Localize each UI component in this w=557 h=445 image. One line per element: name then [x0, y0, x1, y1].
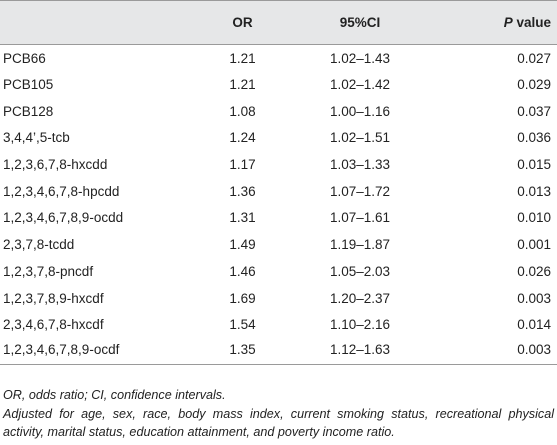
- cell-compound: 2,3,4,6,7,8-hxcdf: [3, 317, 104, 333]
- cell-p-value: 0.027: [517, 50, 551, 66]
- cell-or: 1.36: [229, 183, 256, 199]
- cell-or: 1.21: [229, 50, 256, 66]
- cell-compound: 1,2,3,4,6,7,8,9-ocdd: [3, 210, 124, 226]
- cell-or: 1.24: [229, 130, 256, 146]
- table-row: PCB105 1.21 1.02–1.42 0.029: [0, 71, 557, 98]
- cell-compound: PCB105: [3, 77, 54, 93]
- cell-ci: 1.03–1.33: [329, 157, 391, 173]
- table-row: 1,2,3,7,8,9-hxcdf 1.69 1.20–2.37 0.003: [0, 285, 557, 312]
- table-row: 1,2,3,7,8-pncdf 1.46 1.05–2.03 0.026: [0, 258, 557, 285]
- odds-ratio-table: OR 95%CI P value PCB66 1.21 1.02–1.43 0.…: [0, 0, 557, 366]
- header-or: OR: [200, 0, 285, 45]
- cell-or: 1.49: [229, 237, 256, 253]
- header-p-value: P value: [435, 0, 557, 45]
- cell-or: 1.35: [200, 338, 285, 366]
- table-footnotes: OR, odds ratio; CI, confidence intervals…: [3, 386, 554, 442]
- cell-or: 1.31: [229, 210, 256, 226]
- cell-ci: 1.02–1.43: [329, 50, 391, 66]
- cell-p-value: 0.010: [517, 210, 551, 226]
- table-row: 1,2,3,4,6,7,8-hpcdd 1.36 1.07–1.72 0.013: [0, 178, 557, 205]
- table-row: 1,2,3,4,6,7,8,9-ocdf 1.35 1.12–1.63 0.00…: [0, 338, 557, 366]
- header-p-letter: P: [503, 15, 513, 30]
- table-row: PCB128 1.08 1.00–1.16 0.037: [0, 98, 557, 125]
- footnote-abbreviations: OR, odds ratio; CI, confidence intervals…: [3, 388, 226, 402]
- cell-compound: 2,3,7,8-tcdd: [3, 237, 75, 253]
- cell-compound: 1,2,3,6,7,8-hxcdd: [3, 157, 108, 173]
- cell-compound: 1,2,3,4,6,7,8,9-ocdf: [0, 338, 200, 366]
- cell-p-value: 0.037: [517, 103, 551, 119]
- cell-ci: 1.02–1.51: [329, 130, 391, 146]
- cell-p-value: 0.013: [517, 183, 551, 199]
- cell-ci: 1.02–1.42: [329, 77, 391, 93]
- footnote-adjustment: Adjusted for age, sex, race, body mass i…: [3, 406, 554, 440]
- table-row: 1,2,3,4,6,7,8,9-ocdd 1.31 1.07–1.61 0.01…: [0, 205, 557, 232]
- table-row: 2,3,4,6,7,8-hxcdf 1.54 1.10–2.16 0.014: [0, 311, 557, 338]
- cell-compound: PCB66: [3, 50, 46, 66]
- cell-ci: 1.12–1.63: [285, 338, 435, 366]
- cell-compound: 1,2,3,7,8,9-hxcdf: [3, 290, 104, 306]
- table-row: 3,4,4’,5-tcb 1.24 1.02–1.51 0.036: [0, 125, 557, 152]
- cell-or: 1.69: [229, 290, 256, 306]
- cell-p-value: 0.003: [435, 338, 557, 366]
- cell-ci: 1.00–1.16: [329, 103, 391, 119]
- header-name: [0, 0, 200, 45]
- cell-p-value: 0.015: [517, 157, 551, 173]
- cell-p-value: 0.003: [517, 290, 551, 306]
- cell-or: 1.54: [229, 317, 256, 333]
- cell-ci: 1.20–2.37: [329, 290, 391, 306]
- cell-or: 1.08: [229, 103, 256, 119]
- cell-p-value: 0.001: [517, 237, 551, 253]
- cell-compound: 1,2,3,4,6,7,8-hpcdd: [3, 183, 120, 199]
- cell-compound: 3,4,4’,5-tcb: [3, 130, 70, 146]
- cell-ci: 1.07–1.61: [329, 210, 391, 226]
- table-row: PCB66 1.21 1.02–1.43 0.027: [0, 45, 557, 72]
- table-row: 1,2,3,6,7,8-hxcdd 1.17 1.03–1.33 0.015: [0, 151, 557, 178]
- cell-compound: PCB128: [3, 103, 54, 119]
- cell-ci: 1.10–2.16: [329, 317, 391, 333]
- cell-or: 1.46: [229, 263, 256, 279]
- cell-p-value: 0.026: [517, 263, 551, 279]
- cell-or: 1.17: [229, 157, 256, 173]
- cell-ci: 1.05–2.03: [329, 263, 391, 279]
- cell-ci: 1.19–1.87: [329, 237, 391, 253]
- header-p-rest: value: [512, 15, 551, 30]
- cell-p-value: 0.014: [517, 317, 551, 333]
- cell-p-value: 0.036: [517, 130, 551, 146]
- header-ci: 95%CI: [285, 0, 435, 45]
- cell-p-value: 0.029: [517, 77, 551, 93]
- cell-compound: 1,2,3,7,8-pncdf: [3, 263, 94, 279]
- table-row: 2,3,7,8-tcdd 1.49 1.19–1.87 0.001: [0, 231, 557, 258]
- cell-or: 1.21: [229, 77, 256, 93]
- header-row: OR 95%CI P value: [0, 0, 557, 45]
- cell-ci: 1.07–1.72: [329, 183, 391, 199]
